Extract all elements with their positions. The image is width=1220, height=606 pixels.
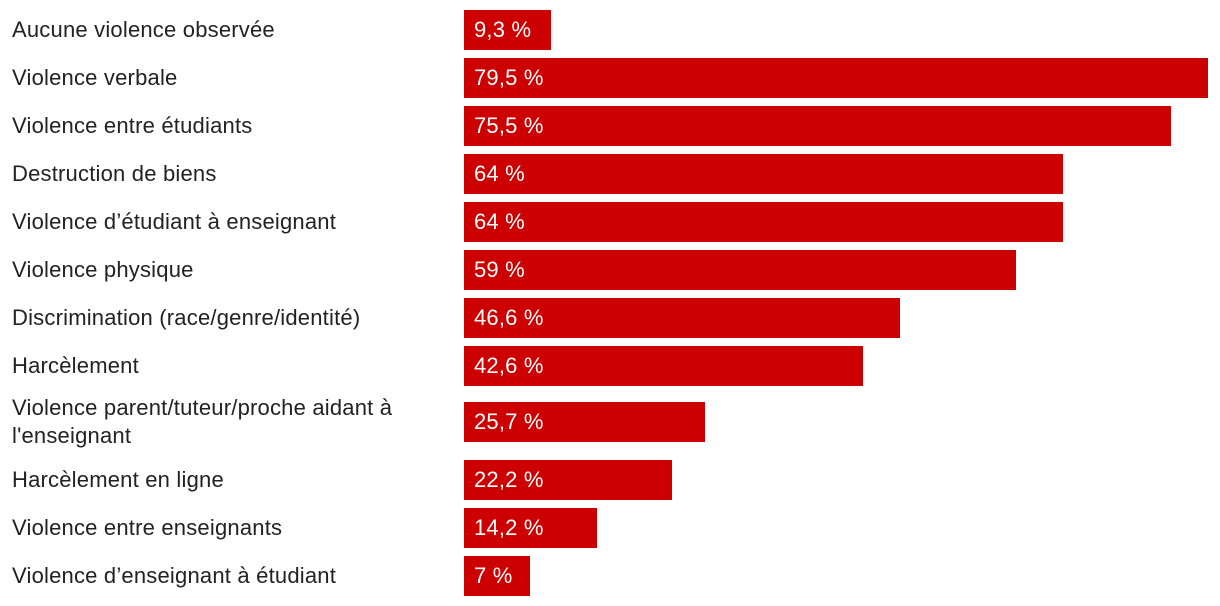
bar [464,106,1171,146]
category-label: Violence parent/tuteur/proche aidant à l… [12,395,393,448]
bar-value-label: 22,2 % [474,467,544,492]
bar [464,460,672,500]
bar [464,202,1063,242]
bar [464,58,1208,98]
bar [464,154,1063,194]
bar-value-label: 9,3 % [474,17,532,42]
category-label: Violence entre étudiants [12,113,253,138]
bar-value-label: 64 % [474,209,525,234]
bar [464,508,597,548]
bar [464,402,705,442]
category-label: Harcèlement en ligne [12,467,224,492]
bar-value-label: 7 % [474,563,513,588]
bar-value-label: 64 % [474,161,525,186]
bar-value-label: 46,6 % [474,305,544,330]
bar-value-label: 14,2 % [474,515,544,540]
category-label: Destruction de biens [12,161,217,186]
category-label: Harcèlement [12,353,139,378]
bar [464,10,551,50]
category-label: Violence physique [12,257,194,282]
bar-value-label: 75,5 % [474,113,544,138]
category-label: Discrimination (race/genre/identité) [12,305,361,330]
category-label: Violence entre enseignants [12,515,283,540]
bar-value-label: 25,7 % [474,409,544,434]
category-label: Violence d’étudiant à enseignant [12,209,337,234]
bar [464,298,900,338]
bar [464,346,863,386]
bar-value-label: 79,5 % [474,65,544,90]
bar [464,556,530,596]
bar [464,250,1016,290]
category-label: Violence verbale [12,65,178,90]
bar-value-label: 42,6 % [474,353,544,378]
category-label: Aucune violence observée [12,17,275,42]
category-label: Violence d’enseignant à étudiant [12,563,337,588]
bar-value-label: 59 % [474,257,525,282]
